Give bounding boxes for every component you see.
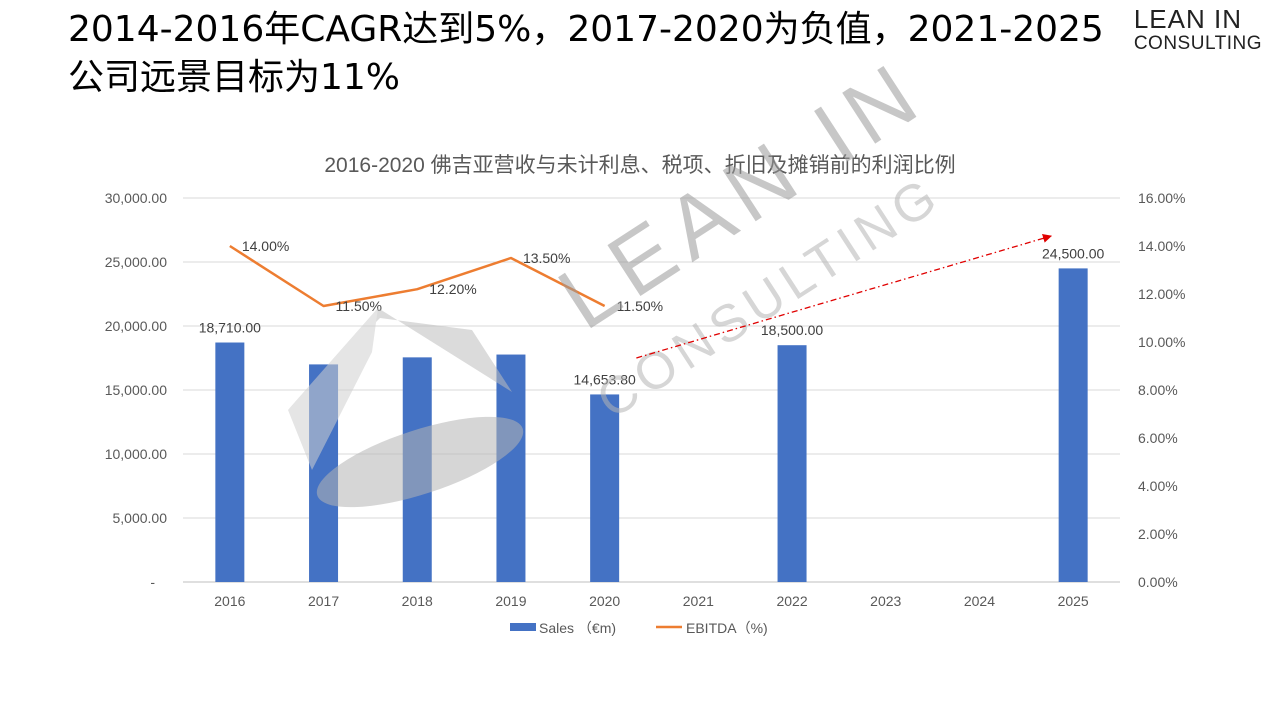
x-tick-label: 2025 — [1058, 593, 1089, 609]
x-tick-label: 2019 — [495, 593, 526, 609]
x-tick-label: 2021 — [683, 593, 714, 609]
page-title: 2014-2016年CAGR达到5%，2017-2020为负值，2021-202… — [68, 6, 1168, 102]
y-right-tick-label: 4.00% — [1138, 478, 1178, 494]
ebitda-line — [229, 244, 606, 308]
sales-bar — [496, 354, 526, 582]
axes: - 5,000.00 10,000.00 15,000.00 20,000.00 25,0… — [105, 190, 1186, 609]
page-title-line-2: 公司远景目标为11% — [68, 57, 401, 98]
y-left-tick-label: 20,000.00 — [105, 318, 167, 334]
y-right-tick-label: 6.00% — [1138, 430, 1178, 446]
x-tick-label: 2023 — [870, 593, 901, 609]
y-left-tick-label: 15,000.00 — [105, 382, 167, 398]
sales-data-label: 14,653.80 — [574, 371, 636, 387]
y-left-tick-label: 25,000.00 — [105, 254, 167, 270]
chart-title: 2016-2020 佛吉亚营收与未计利息、税项、折旧及摊销前的利润比例 — [324, 154, 955, 177]
sales-bar — [590, 394, 620, 582]
legend-sales-swatch — [510, 623, 536, 631]
x-tick-label: 2018 — [402, 593, 433, 609]
data-labels: 18,710.00 14,653.80 18,500.00 24,500.00 14.0… — [199, 238, 1105, 387]
ebitda-data-label: 11.50% — [336, 298, 382, 314]
brand-logo-line-2: CONSULTING — [1133, 33, 1262, 54]
sales-data-label: 24,500.00 — [1042, 245, 1104, 261]
ebitda-data-label: 11.50% — [617, 298, 663, 314]
page-title-line-1: 2014-2016年CAGR达到5%，2017-2020为负值，2021-202… — [68, 9, 1104, 50]
ebitda-series-line — [229, 244, 606, 308]
legend-ebitda-label: EBITDA（%) — [686, 620, 768, 636]
x-tick-label: 2016 — [214, 593, 245, 609]
y-right-tick-label: 0.00% — [1138, 574, 1178, 590]
ebitda-data-label: 14.00% — [242, 238, 289, 254]
trend-arrow-line — [636, 233, 1053, 359]
x-tick-label: 2022 — [776, 593, 807, 609]
y-right-tick-label: 16.00% — [1138, 190, 1185, 206]
ebitda-data-label: 12.20% — [429, 281, 476, 297]
legend: Sales （€m) EBITDA（%) — [510, 620, 768, 636]
y-right-tick-label: 2.00% — [1138, 526, 1178, 542]
brand-logo: LEAN IN CONSULTING — [1134, 6, 1262, 53]
legend-sales-label: Sales （€m) — [539, 620, 616, 636]
sales-data-label: 18,710.00 — [199, 320, 261, 336]
watermark-shape — [288, 308, 512, 410]
watermark: LEAN IN CONSULTING — [288, 40, 952, 508]
sales-bar — [215, 342, 245, 582]
y-right-tick-label: 8.00% — [1138, 382, 1178, 398]
x-tick-label: 2024 — [964, 593, 995, 609]
y-right-tick-label: 14.00% — [1138, 238, 1185, 254]
watermark-shape — [288, 308, 378, 470]
sales-data-label: 18,500.00 — [761, 322, 823, 338]
sales-bars — [215, 268, 1088, 582]
y-left-tick-label: - — [150, 574, 155, 590]
y-left-tick-label: 5,000.00 — [113, 510, 168, 526]
sales-bar — [1058, 268, 1088, 582]
ebitda-data-label: 13.50% — [523, 250, 570, 266]
trend-arrow — [636, 233, 1053, 359]
y-left-tick-label: 30,000.00 — [105, 190, 167, 206]
y-left-tick-label: 10,000.00 — [105, 446, 167, 462]
brand-logo-line-1: LEAN IN — [1133, 4, 1242, 34]
watermark-shape — [316, 416, 524, 508]
y-right-tick-label: 12.00% — [1138, 286, 1185, 302]
sales-bar — [777, 345, 807, 582]
y-right-tick-label: 10.00% — [1138, 334, 1185, 350]
x-tick-label: 2020 — [589, 593, 620, 609]
x-tick-label: 2017 — [308, 593, 339, 609]
